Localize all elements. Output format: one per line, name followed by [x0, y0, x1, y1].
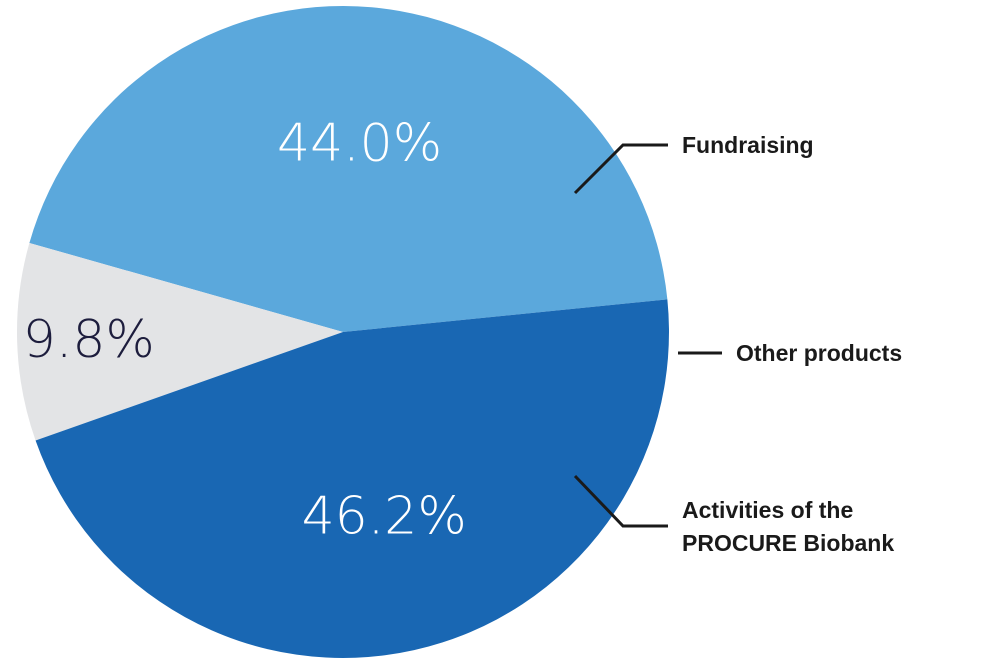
pie-percent-label-other-products: 9.8% — [23, 310, 155, 370]
pie-percent-label-fundraising: 44.0% — [277, 114, 442, 174]
legend-label-procure-line1: Activities of the — [682, 497, 853, 523]
leader-line-procure-biobank — [573, 474, 668, 528]
legend-label-fundraising: Fundraising — [682, 132, 814, 158]
legend-label-other-products: Other products — [736, 340, 902, 366]
pie-slice-activities-of-the-procure-biobank — [35, 299, 669, 658]
leader-line-fundraising — [573, 143, 668, 195]
pie-slice-other-products — [16, 242, 344, 441]
pie-slice-fundraising — [29, 5, 668, 332]
pie-percent-labels: 44.0% 9.8% 46.2% — [23, 114, 467, 547]
pie-percent-label-activities-of-the-procure-biobank: 46.2% — [302, 487, 467, 547]
pie-slices — [16, 5, 669, 658]
legend-label-procure-line2: PROCURE Biobank — [682, 530, 894, 556]
